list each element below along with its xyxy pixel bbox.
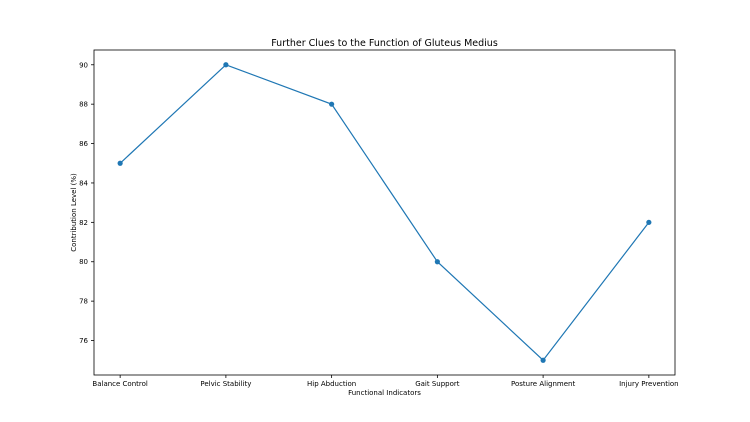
plot-area xyxy=(93,49,676,376)
data-point-marker xyxy=(434,259,440,265)
data-point-marker xyxy=(329,101,335,107)
x-axis-ticks: Balance Control Pelvic Stability Hip Abduc… xyxy=(92,375,679,388)
data-point-marker xyxy=(223,62,229,68)
x-tick-label: Pelvic Stability xyxy=(200,380,251,388)
data-point-marker xyxy=(117,160,123,166)
y-tick-label: 90 xyxy=(79,61,88,69)
x-tick-label: Injury Prevention xyxy=(619,380,679,388)
y-axis-ticks: 76 78 80 82 84 86 88 90 xyxy=(79,61,94,345)
y-tick-label: 80 xyxy=(79,258,88,266)
x-tick-label: Hip Abduction xyxy=(307,380,356,388)
x-tick-label: Posture Alignment xyxy=(511,380,575,388)
y-axis-label: Contribution Level (%) xyxy=(70,173,78,252)
x-tick-label: Gait Support xyxy=(415,380,460,388)
x-tick-label: Balance Control xyxy=(92,380,148,388)
y-tick-label: 84 xyxy=(79,179,88,187)
chart-title: Further Clues to the Function of Gluteus… xyxy=(271,38,498,49)
data-point-marker xyxy=(646,219,652,225)
y-tick-label: 76 xyxy=(79,337,88,345)
x-axis-label: Functional Indicators xyxy=(348,389,421,397)
y-tick-label: 82 xyxy=(79,219,88,227)
y-tick-label: 88 xyxy=(79,101,88,109)
data-point-marker xyxy=(540,357,546,363)
y-tick-label: 86 xyxy=(79,140,88,148)
data-line xyxy=(119,64,650,362)
data-markers xyxy=(117,62,652,363)
y-tick-label: 78 xyxy=(79,298,88,306)
